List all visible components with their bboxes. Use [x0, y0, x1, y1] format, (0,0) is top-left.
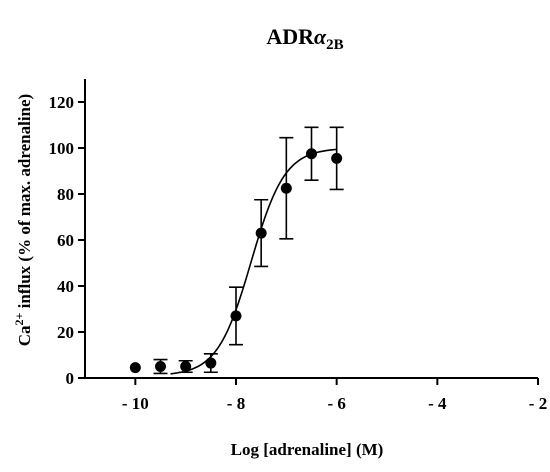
data-point — [280, 182, 292, 194]
y-tick-label: 20 — [57, 323, 74, 342]
data-point — [306, 148, 317, 160]
data-point — [331, 152, 343, 164]
y-axis-label: Ca2+ influx (% of max. adrenaline) — [12, 94, 34, 346]
y-tick-label: 0 — [66, 369, 75, 388]
y-tick-label: 40 — [57, 277, 74, 296]
x-tick-label: - 10 — [122, 394, 149, 413]
y-axis-label-superscript: 2+ — [12, 312, 26, 325]
y-tick-label: 120 — [49, 93, 75, 112]
y-tick-label: 60 — [57, 231, 74, 250]
chart-title: ADRα2B — [266, 24, 343, 53]
x-tick-label: - 8 — [227, 394, 245, 413]
chart-title-symbol: α — [314, 24, 327, 49]
data-points-layer — [129, 148, 343, 374]
x-axis-label: Log [adrenaline] (M) — [231, 440, 384, 459]
error-bars-layer — [153, 126, 344, 375]
data-point — [129, 362, 141, 374]
fit-curve-layer — [170, 148, 337, 375]
chart-title-prefix: ADR — [266, 24, 315, 49]
chart-title-subscript: 2B — [326, 37, 344, 53]
y-tick-label: 100 — [49, 139, 75, 158]
x-tick-label: - 2 — [529, 394, 547, 413]
y-tick-label: 80 — [57, 185, 74, 204]
x-tick-label: - 6 — [327, 394, 345, 413]
fit-curve — [170, 148, 337, 375]
data-point — [255, 227, 267, 239]
axes: 0 20 40 60 80 100 120 - 10 - 8 - 6 - 4 - 2 — [49, 79, 547, 413]
data-point — [155, 361, 166, 372]
data-point — [230, 310, 242, 322]
data-point — [180, 361, 192, 372]
y-axis-label-ion: Ca — [15, 325, 34, 346]
x-tick-label: - 4 — [428, 394, 447, 413]
data-point — [205, 357, 217, 369]
y-axis-label-rest: influx (% of max. adrenaline) — [15, 94, 34, 313]
